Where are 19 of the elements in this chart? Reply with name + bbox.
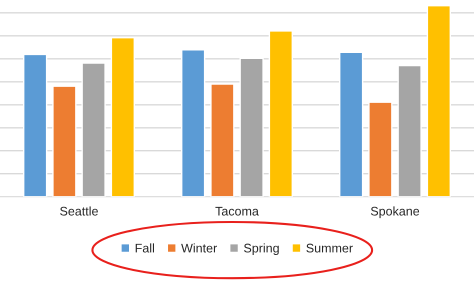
bar <box>81 62 106 197</box>
bar <box>368 101 393 197</box>
legend-label: Spring <box>244 243 279 256</box>
bar <box>23 54 48 197</box>
bar <box>397 64 422 197</box>
x-tick-label: Seattle <box>60 206 98 216</box>
bar <box>181 49 206 197</box>
bar <box>426 5 451 197</box>
bar <box>52 85 77 197</box>
bar <box>210 83 235 197</box>
bar <box>268 30 293 197</box>
legend-label: Winter <box>181 243 217 253</box>
bar <box>339 52 364 197</box>
legend-label: Summer <box>306 244 353 253</box>
x-tick-label: Tacoma <box>215 206 259 216</box>
x-tick-label: Spokane <box>370 206 420 218</box>
bar <box>110 36 135 197</box>
bar <box>239 58 264 197</box>
legend-label: Fall <box>136 243 154 253</box>
